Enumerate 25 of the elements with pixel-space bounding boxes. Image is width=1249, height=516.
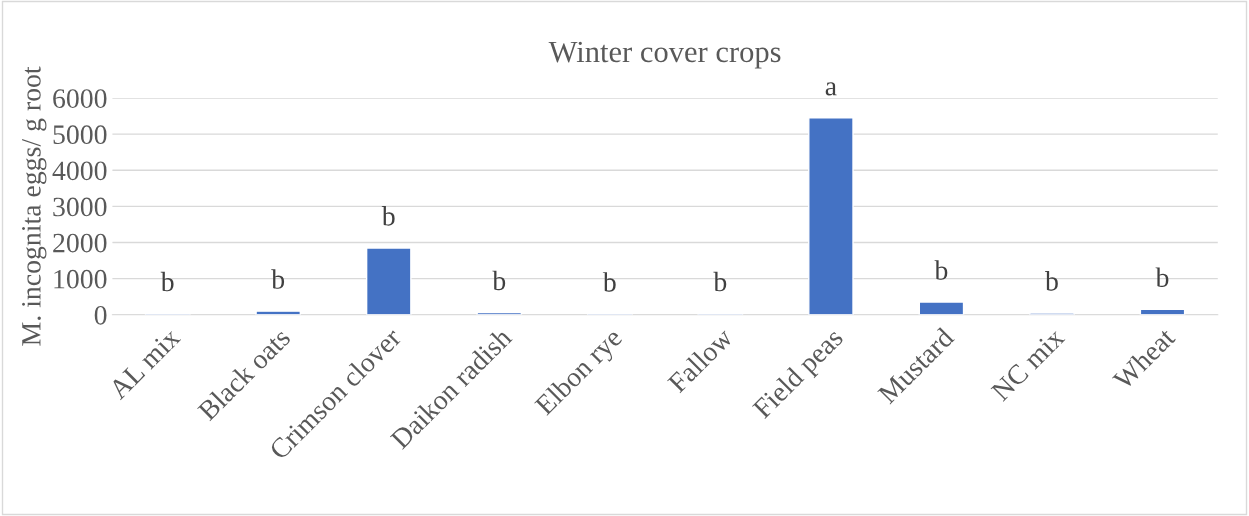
annotation: b [1155,267,1169,288]
y-tick-label: 5000 [53,125,107,145]
annotation: b [492,270,506,291]
x-tick-label: NC mix [990,326,1066,402]
y-tick-label: 4000 [52,161,107,181]
annotation: b [602,272,616,292]
annotation: b [381,206,395,226]
y-tick-label: 0 [94,305,107,325]
bar [918,301,965,315]
bar [808,117,854,315]
annotation: b [1045,271,1058,291]
y-tick-label: 6000 [53,89,107,108]
bar [255,310,302,315]
y-tick-label: 3000 [53,197,107,217]
bar [365,247,412,315]
y-tick-label: 2000 [53,233,107,253]
chart-title: Winter cover crops [548,41,781,69]
y-tick-label: 1000 [54,269,107,289]
y-axis-title: M. incognita eggs/ g root [22,66,47,346]
annotation: b [271,269,285,289]
text: a [825,82,837,96]
annotation: b [713,271,727,292]
annotation: b [934,260,948,280]
x-tick-label: AL mix [107,326,182,401]
annotation: b [160,271,174,292]
